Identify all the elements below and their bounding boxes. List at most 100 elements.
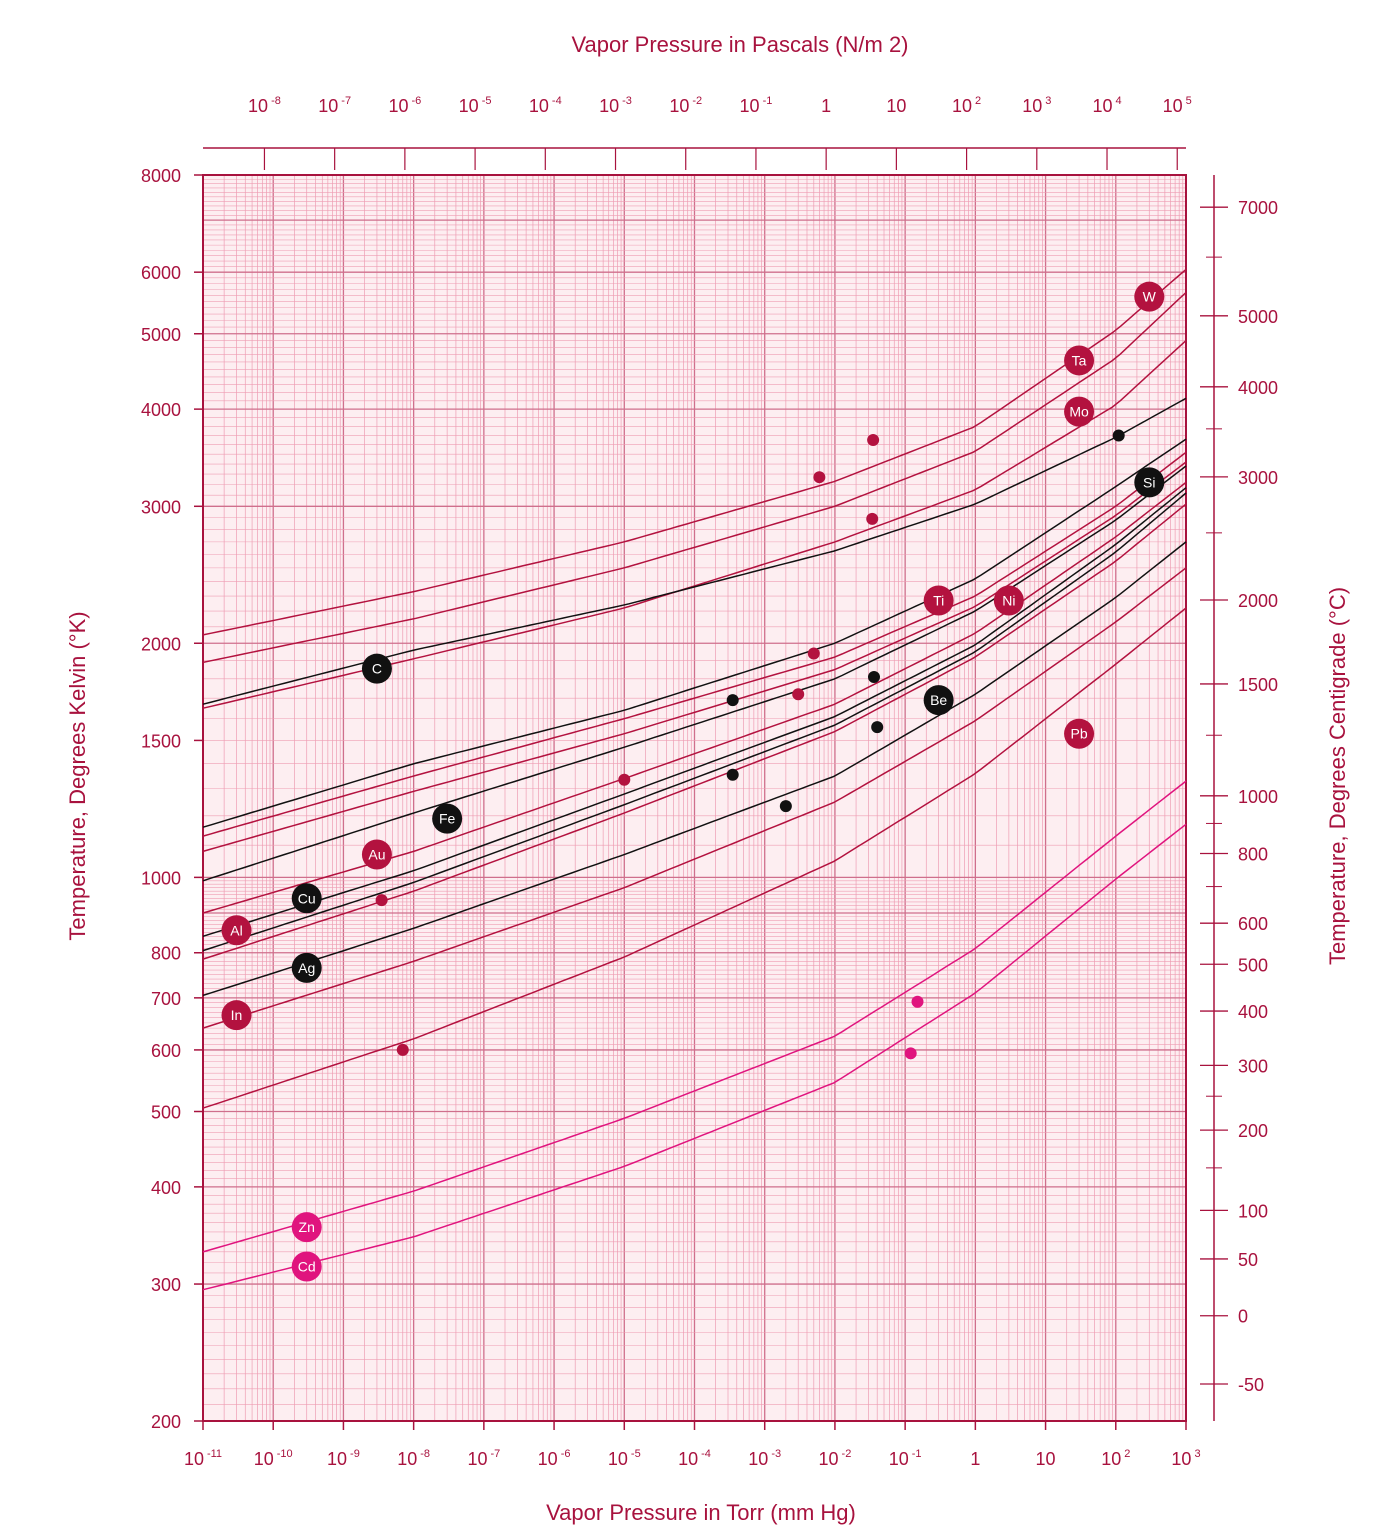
series-line-si <box>202 438 1187 828</box>
melting-point-dot <box>904 1047 917 1060</box>
x2-tick-label: 10 -3 <box>599 95 632 116</box>
series-label-text: Cu <box>298 890 316 906</box>
y2-tick-label: 500 <box>1238 955 1268 975</box>
y2-tick-label: -50 <box>1238 1375 1264 1395</box>
series-line-ta <box>202 291 1187 664</box>
x-tick-label: 10 -2 <box>819 1448 852 1469</box>
x2-tick-label: 10 -7 <box>318 95 351 116</box>
x-tick-label: 10 -11 <box>184 1448 222 1469</box>
series-label-cd: Cd <box>291 1251 322 1282</box>
series-label-si: Si <box>1134 467 1165 498</box>
x-tick-label: 10 -5 <box>608 1448 641 1469</box>
x-tick-label: 10 <box>1036 1449 1056 1469</box>
x2-tick-label: 10 2 <box>952 95 981 116</box>
series-line-be <box>202 487 1187 938</box>
x-tick-label: 10 -7 <box>467 1448 500 1469</box>
melting-point-dot <box>867 434 880 447</box>
series-line-w <box>202 268 1187 636</box>
y-tick-label: 400 <box>151 1178 181 1198</box>
series-label-ta: Ta <box>1064 345 1095 376</box>
y-tick-label: 2000 <box>141 634 181 654</box>
series-line-ag <box>202 541 1187 997</box>
x-tick-label: 1 <box>970 1449 980 1469</box>
y2-tick-label: 0 <box>1238 1307 1248 1327</box>
series-label-text: Ta <box>1072 352 1087 368</box>
series-label-badge <box>923 585 954 616</box>
melting-point-dot <box>618 773 631 786</box>
series-label-text: W <box>1143 289 1157 305</box>
series-label-al: Al <box>221 915 252 946</box>
series-label-text: Ni <box>1002 592 1015 608</box>
x-tick-label: 10 -9 <box>327 1448 360 1469</box>
y-tick-label: 800 <box>151 944 181 964</box>
y2-tick-label: 4000 <box>1238 378 1278 398</box>
series-label-text: Ti <box>933 592 944 608</box>
melting-point-dot <box>1112 429 1125 442</box>
melting-point-dot <box>867 670 880 683</box>
y2-tick-label: 7000 <box>1238 198 1278 218</box>
melting-point-dot <box>396 1043 409 1056</box>
series-line-ni <box>202 461 1187 853</box>
x-tick-label: 10 3 <box>1171 1448 1200 1469</box>
y-tick-label: 600 <box>151 1041 181 1061</box>
series-label-badge <box>221 1000 252 1031</box>
x-tick-label: 10 -4 <box>678 1448 711 1469</box>
y-tick-label: 8000 <box>141 166 181 186</box>
x2-tick-label: 10 -4 <box>529 95 562 116</box>
melting-points <box>375 429 1125 1060</box>
melting-point-dot <box>792 688 805 701</box>
series-label-text: Al <box>230 922 242 938</box>
y2-tick-label: 50 <box>1238 1250 1258 1270</box>
series-label-fe: Fe <box>432 803 463 834</box>
series-label-zn: Zn <box>291 1212 322 1243</box>
melting-point-dot <box>726 768 739 781</box>
y-axis-title: Temperature, Degrees Kelvin (°K) <box>65 611 90 940</box>
x2-axis-title: Vapor Pressure in Pascals (N/m 2) <box>571 32 908 57</box>
melting-point-dot <box>813 471 826 484</box>
y2-tick-label: 2000 <box>1238 591 1278 611</box>
y2-axis-title: Temperature, Degrees Centigrade (°C) <box>1325 587 1350 965</box>
series-label-badge <box>291 952 322 983</box>
series-line-al <box>202 503 1187 960</box>
series-label-badge <box>1064 345 1095 376</box>
series-label-c: C <box>361 653 392 684</box>
x-axis-title: Vapor Pressure in Torr (mm Hg) <box>546 1500 856 1525</box>
x2-tick-label: 10 -8 <box>248 95 281 116</box>
x2-tick-label: 10 -6 <box>388 95 421 116</box>
series-label-text: Ag <box>298 960 315 976</box>
y-tick-label: 200 <box>151 1412 181 1432</box>
series-label-ti: Ti <box>923 585 954 616</box>
melting-point-dot <box>375 894 388 907</box>
series-label-au: Au <box>361 839 392 870</box>
y-tick-label: 300 <box>151 1275 181 1295</box>
series-line-in <box>202 567 1187 1029</box>
y-tick-label: 700 <box>151 989 181 1009</box>
series-label-text: Zn <box>299 1219 315 1235</box>
series-label-text: Mo <box>1069 404 1089 420</box>
x2-tick-label: 10 -2 <box>669 95 702 116</box>
x2-tick-label: 10 -5 <box>459 95 492 116</box>
y2-tick-label: 800 <box>1238 845 1268 865</box>
x2-tick-label: 10 3 <box>1022 95 1051 116</box>
series-line-ti <box>202 451 1187 837</box>
melting-point-dot <box>779 800 792 813</box>
series-label-ni: Ni <box>993 585 1024 616</box>
x-tick-label: 10 -6 <box>538 1448 571 1469</box>
y-tick-label: 4000 <box>141 400 181 420</box>
melting-point-dot <box>866 512 879 525</box>
x-tick-label: 10 -3 <box>748 1448 781 1469</box>
melting-point-dot <box>726 694 739 707</box>
series-label-badge <box>993 585 1024 616</box>
y2-tick-label: 200 <box>1238 1121 1268 1141</box>
series-label-mo: Mo <box>1064 396 1095 427</box>
series-label-badge <box>361 653 392 684</box>
series-label-badge <box>361 839 392 870</box>
y2-tick-label: 1500 <box>1238 675 1278 695</box>
x-tick-label: 10 -10 <box>254 1448 293 1469</box>
x2-tick-label: 10 4 <box>1092 95 1121 116</box>
element-labels: W Ta Mo C Si Ti Ni Fe Au Be Cu Al Ag In Pb Zn Cd <box>221 281 1165 1282</box>
y2-tick-label: 100 <box>1238 1201 1268 1221</box>
y2-tick-label: 5000 <box>1238 307 1278 327</box>
series-label-cu: Cu <box>291 883 322 914</box>
